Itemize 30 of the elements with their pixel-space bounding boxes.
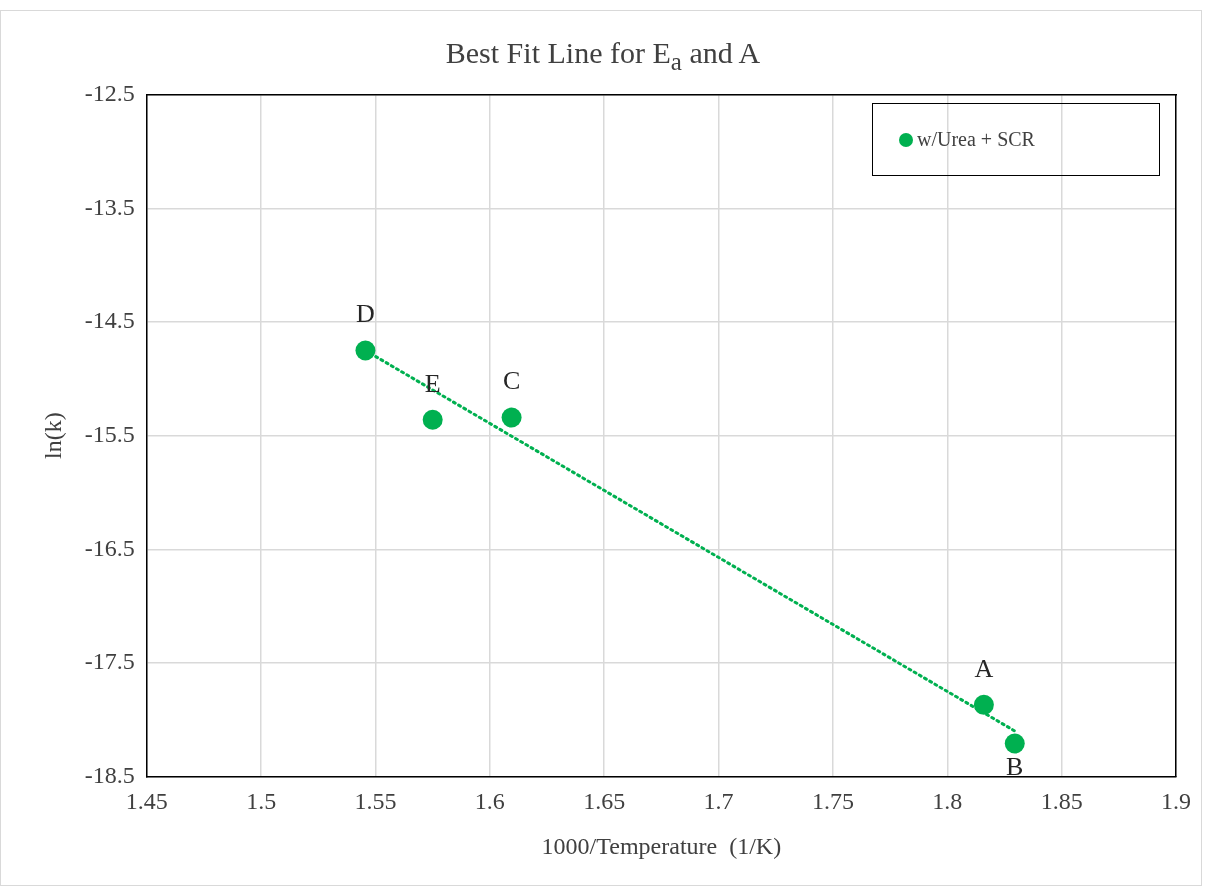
x-tick-label: 1.9 bbox=[1161, 788, 1191, 815]
x-tick-label: 1.8 bbox=[932, 788, 963, 815]
x-tick-label: 1.6 bbox=[474, 788, 505, 815]
annotation: A bbox=[974, 653, 994, 683]
x-tick-label: 1.55 bbox=[354, 788, 397, 815]
x-tick-label: 1.85 bbox=[1040, 788, 1083, 815]
annotation: C bbox=[502, 366, 521, 396]
x-tick-label: 1.65 bbox=[583, 788, 626, 815]
point bbox=[973, 694, 994, 715]
annotation: B bbox=[1006, 752, 1024, 782]
y-tick-label: -17.5 bbox=[84, 648, 135, 675]
x-tick-label: 1.45 bbox=[125, 788, 168, 815]
x-tick-label: 1.5 bbox=[246, 788, 277, 815]
x-tick-label: 1.75 bbox=[811, 788, 854, 815]
x-axis-title: 1000/Temperature (1/K) bbox=[541, 832, 782, 859]
y-tick-label: -15.5 bbox=[84, 421, 135, 447]
y-tick-label: -16.5 bbox=[84, 534, 135, 561]
legend-label: w/Urea + SCR bbox=[917, 128, 1035, 151]
y-tick-label: -18.5 bbox=[84, 761, 135, 788]
y-tick-label: -14.5 bbox=[84, 307, 135, 334]
y-tick-label: -12.5 bbox=[84, 80, 135, 107]
point bbox=[355, 340, 376, 361]
x-tick-label: 1.7 bbox=[703, 788, 734, 815]
y-axis-title: ln(k) bbox=[39, 412, 66, 460]
annotation: D bbox=[356, 299, 375, 329]
point bbox=[422, 409, 443, 430]
point bbox=[1004, 733, 1025, 754]
point bbox=[501, 407, 522, 428]
chart-title: Best Fit Line for E$_{a}$ and A bbox=[444, 36, 762, 76]
y-tick-label: -13.5 bbox=[84, 193, 135, 220]
